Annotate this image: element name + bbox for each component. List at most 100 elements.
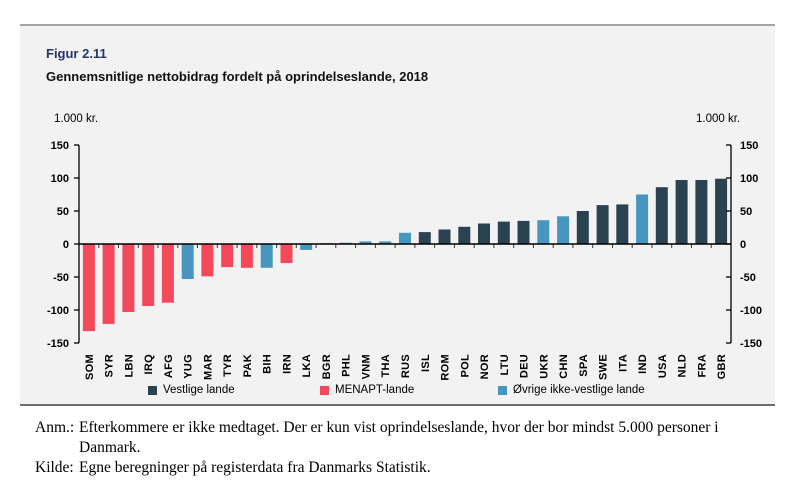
y-tick-label-left: 0 [63,239,69,251]
legend-label-ovrige: Øvrige ikke-vestlige lande [513,384,645,396]
bar-AFG [161,244,174,303]
y-tick-label-right: -100 [740,305,762,317]
bar-UKR [537,220,550,244]
x-label-LKA: LKA [301,354,313,378]
bar-ISL [418,232,431,244]
bar-IRN [280,244,293,264]
legend-swatch-vestlige [148,385,157,395]
y-tick-label-left: 50 [57,206,69,218]
bar-LTU [497,221,510,244]
bar-POL [458,226,471,244]
y-axis-unit-left: 1.000 kr. [54,113,99,125]
x-label-TYR: TYR [222,354,234,377]
x-label-IRQ: IRQ [143,354,155,375]
kilde-text: Egne beregninger på registerdata fra Dan… [79,459,431,476]
bar-LKA [300,244,313,250]
figure-label: Figur 2.11 [46,46,107,61]
x-label-ROM: ROM [440,354,452,381]
y-tick-label-right: -50 [740,272,756,284]
bar-TYR [221,244,234,268]
x-label-BGR: BGR [321,354,333,379]
anm-label: Anm.: [35,419,75,436]
x-label-IRN: IRN [282,354,294,374]
bar-USA [655,187,668,244]
bar-BIH [260,244,273,268]
bar-SWE [596,205,609,244]
x-label-ISL: ISL [420,354,432,372]
x-label-UKR: UKR [538,354,550,379]
x-label-SWE: SWE [598,354,610,380]
note-anm: Anm.: Efterkommere er ikke medtaget. Der… [35,418,765,458]
x-label-MAR: MAR [202,354,214,380]
legend-item-ovrige: Øvrige ikke-vestlige lande [498,384,645,396]
bar-RUS [399,232,411,244]
y-tick-label-right: 150 [740,140,758,152]
bar-MAR [201,244,214,277]
x-label-SOM: SOM [84,354,96,380]
bar-LBN [122,244,135,312]
bar-GBR [715,178,728,244]
y-tick-label-right: 0 [740,239,746,251]
bar-ITA [616,204,629,244]
legend-label-vestlige: Vestlige lande [163,384,235,396]
legend-swatch-menapt [320,385,329,395]
x-label-SPA: SPA [578,354,590,377]
legend-item-menapt: MENAPT-lande [320,384,414,396]
bar-THA [379,241,392,244]
x-label-VNM: VNM [361,354,373,379]
bar-FRA [695,180,708,244]
y-tick-label-left: -150 [47,338,69,350]
x-label-NOR: NOR [479,354,491,379]
x-label-FRA: FRA [696,354,708,378]
y-tick-label-right: -150 [740,338,762,350]
bar-ROM [438,229,451,244]
x-label-IND: IND [637,354,649,374]
y-tick-label-left: -50 [53,272,69,284]
bar-CHN [557,216,570,244]
x-label-GBR: GBR [716,354,728,379]
x-label-LTU: LTU [499,354,511,375]
legend-item-vestlige: Vestlige lande [148,384,235,396]
bar-YUG [181,244,194,279]
x-label-PHL: PHL [341,354,353,377]
x-label-POL: POL [459,354,471,378]
bar-NOR [478,223,490,244]
bar-chart: SOM SYR LBN IRQ AFG YUG MAR TYR PAK BIH IRN LKA BGR P… [47,140,762,381]
bar-PAK [240,244,253,268]
note-kilde: Kilde: Egne beregninger på registerdata … [35,458,765,478]
x-label-RUS: RUS [400,354,412,378]
y-tick-label-right: 100 [740,173,758,185]
bar-VNM [359,241,372,244]
x-label-CHN: CHN [558,354,570,379]
x-label-USA: USA [657,354,669,378]
bar-DEU [517,220,530,244]
x-label-ITA: ITA [617,354,629,372]
figure-title: Gennemsnitlige nettobidrag fordelt på op… [46,69,429,84]
y-tick-label-left: 100 [51,173,69,185]
legend-label-menapt: MENAPT-lande [335,384,415,396]
x-label-PAK: PAK [242,354,254,377]
anm-text: Efterkommere er ikke medtaget. Der er ku… [79,419,719,456]
bar-IRQ [142,244,155,306]
bar-IND [636,194,649,244]
y-tick-label-left: -100 [47,305,69,317]
x-label-BIH: BIH [262,354,274,374]
y-tick-label-left: 150 [51,140,69,152]
bar-NLD [675,180,688,244]
legend-swatch-ovrige [498,385,507,395]
notes: Anm.: Efterkommere er ikke medtaget. Der… [35,418,765,478]
bar-SPA [576,211,589,244]
bar-SYR [102,244,115,324]
legend: Vestlige lande MENAPT-lande Øvrige ikke-… [20,384,775,402]
y-axis-unit-right: 1.000 kr. [696,113,741,125]
x-label-YUG: YUG [183,354,195,379]
kilde-label: Kilde: [35,459,74,476]
x-label-NLD: NLD [677,354,689,378]
y-tick-label-right: 50 [740,206,752,218]
x-label-LBN: LBN [123,354,135,378]
figure-box: Figur 2.11 Gennemsnitlige nettobidrag fo… [20,24,775,406]
bar-SOM [82,244,95,332]
x-label-AFG: AFG [163,354,175,378]
x-label-THA: THA [380,354,392,378]
